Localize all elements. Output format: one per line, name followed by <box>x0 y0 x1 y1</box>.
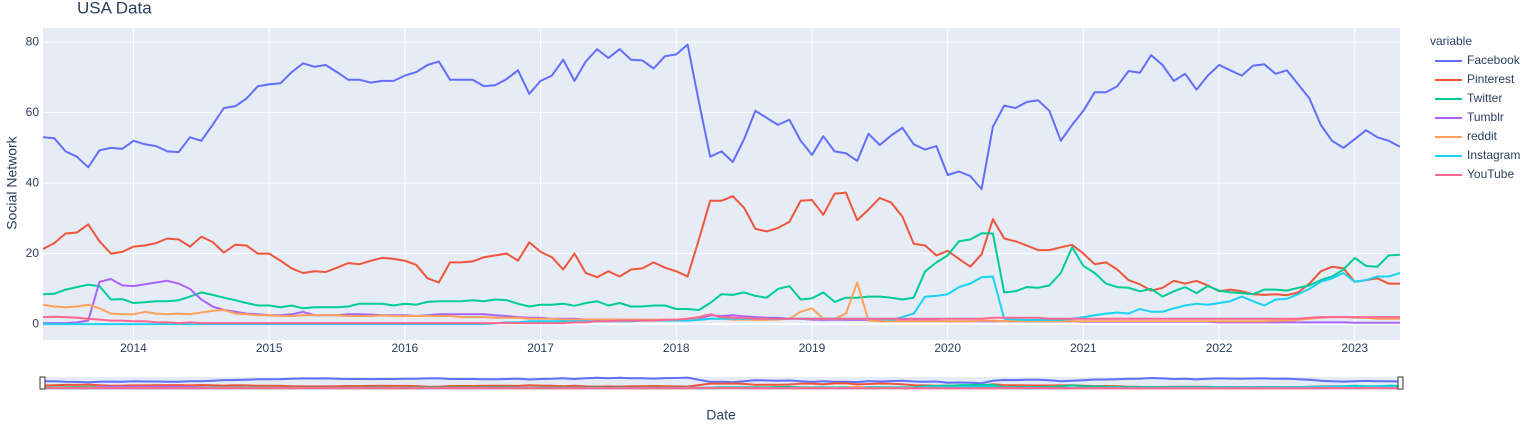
range-slider-handle[interactable] <box>40 377 45 389</box>
legend-label: Twitter <box>1467 91 1502 105</box>
legend-item[interactable]: YouTube <box>1435 167 1514 181</box>
y-tick-label: 0 <box>32 316 39 330</box>
x-tick-label: 2018 <box>663 341 690 355</box>
x-tick-label: 2019 <box>799 341 826 355</box>
legend-label: Tumblr <box>1467 110 1504 124</box>
legend-label: Facebook <box>1467 53 1521 67</box>
legend-label: Instagram <box>1467 148 1520 162</box>
range-slider[interactable] <box>40 377 1403 389</box>
range-slider-handle[interactable] <box>1398 377 1403 389</box>
x-tick-label: 2021 <box>1070 341 1097 355</box>
legend-item[interactable]: Pinterest <box>1435 72 1515 86</box>
legend-label: YouTube <box>1467 167 1514 181</box>
x-axis-title: Date <box>706 407 736 423</box>
x-tick-label: 2017 <box>527 341 554 355</box>
y-tick-label: 40 <box>26 175 40 189</box>
x-tick-label: 2022 <box>1206 341 1233 355</box>
legend-item[interactable]: Instagram <box>1435 148 1520 162</box>
legend-item[interactable]: Facebook <box>1435 53 1521 67</box>
x-tick-label: 2016 <box>392 341 419 355</box>
legend-label: Pinterest <box>1467 72 1515 86</box>
legend-item[interactable]: Twitter <box>1435 91 1502 105</box>
chart-title: USA Data <box>77 0 152 17</box>
y-tick-label: 60 <box>26 105 40 119</box>
x-tick-label: 2023 <box>1341 341 1368 355</box>
x-tick-label: 2020 <box>934 341 961 355</box>
legend-item[interactable]: reddit <box>1435 129 1498 143</box>
legend-title: variable <box>1430 34 1472 48</box>
y-axis-title: Social Network <box>4 135 20 229</box>
legend-label: reddit <box>1467 129 1498 143</box>
x-tick-label: 2014 <box>120 341 147 355</box>
y-tick-label: 20 <box>26 246 40 260</box>
legend-item[interactable]: Tumblr <box>1435 110 1504 124</box>
x-tick-label: 2015 <box>256 341 283 355</box>
y-tick-label: 80 <box>26 34 40 48</box>
